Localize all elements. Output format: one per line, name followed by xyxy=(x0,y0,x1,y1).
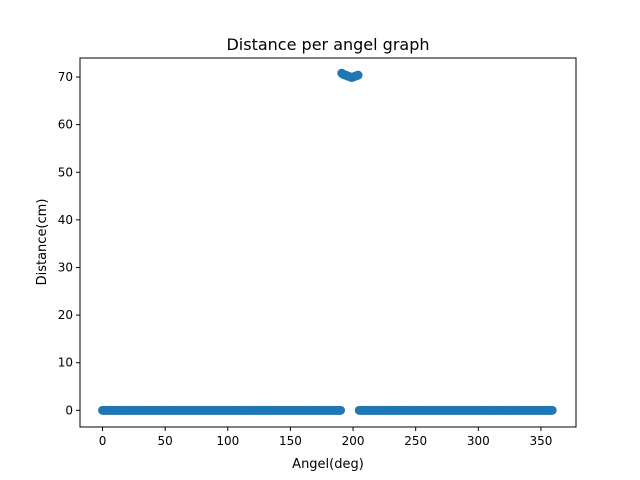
data-point xyxy=(336,405,346,415)
x-axis-ticks: 0 50 100 150 200 250 300 350 xyxy=(99,427,552,448)
y-tick-label: 30 xyxy=(58,260,73,274)
data-point xyxy=(547,405,557,415)
y-axis-label: Distance(cm) xyxy=(35,199,50,286)
x-tick-label: 100 xyxy=(216,434,239,448)
x-tick-label: 350 xyxy=(529,434,552,448)
x-axis-label: Angel(deg) xyxy=(292,457,364,472)
x-tick-label: 300 xyxy=(467,434,490,448)
y-tick-label: 50 xyxy=(58,165,73,179)
points-layer xyxy=(98,68,557,415)
x-tick-label: 250 xyxy=(404,434,427,448)
y-tick-label: 40 xyxy=(58,213,73,227)
y-tick-label: 70 xyxy=(58,70,73,84)
y-tick-label: 0 xyxy=(65,403,73,417)
y-tick-label: 10 xyxy=(58,356,73,370)
chart-title: Distance per angel graph xyxy=(226,35,429,54)
y-tick-label: 60 xyxy=(58,118,73,132)
data-point xyxy=(353,70,363,80)
x-tick-label: 0 xyxy=(99,434,107,448)
plot-frame xyxy=(79,57,577,428)
y-axis-ticks: 0 10 20 30 40 50 60 70 xyxy=(58,70,80,417)
x-tick-label: 150 xyxy=(279,434,302,448)
y-tick-label: 20 xyxy=(58,308,73,322)
x-tick-label: 50 xyxy=(158,434,173,448)
x-tick-label: 200 xyxy=(342,434,365,448)
